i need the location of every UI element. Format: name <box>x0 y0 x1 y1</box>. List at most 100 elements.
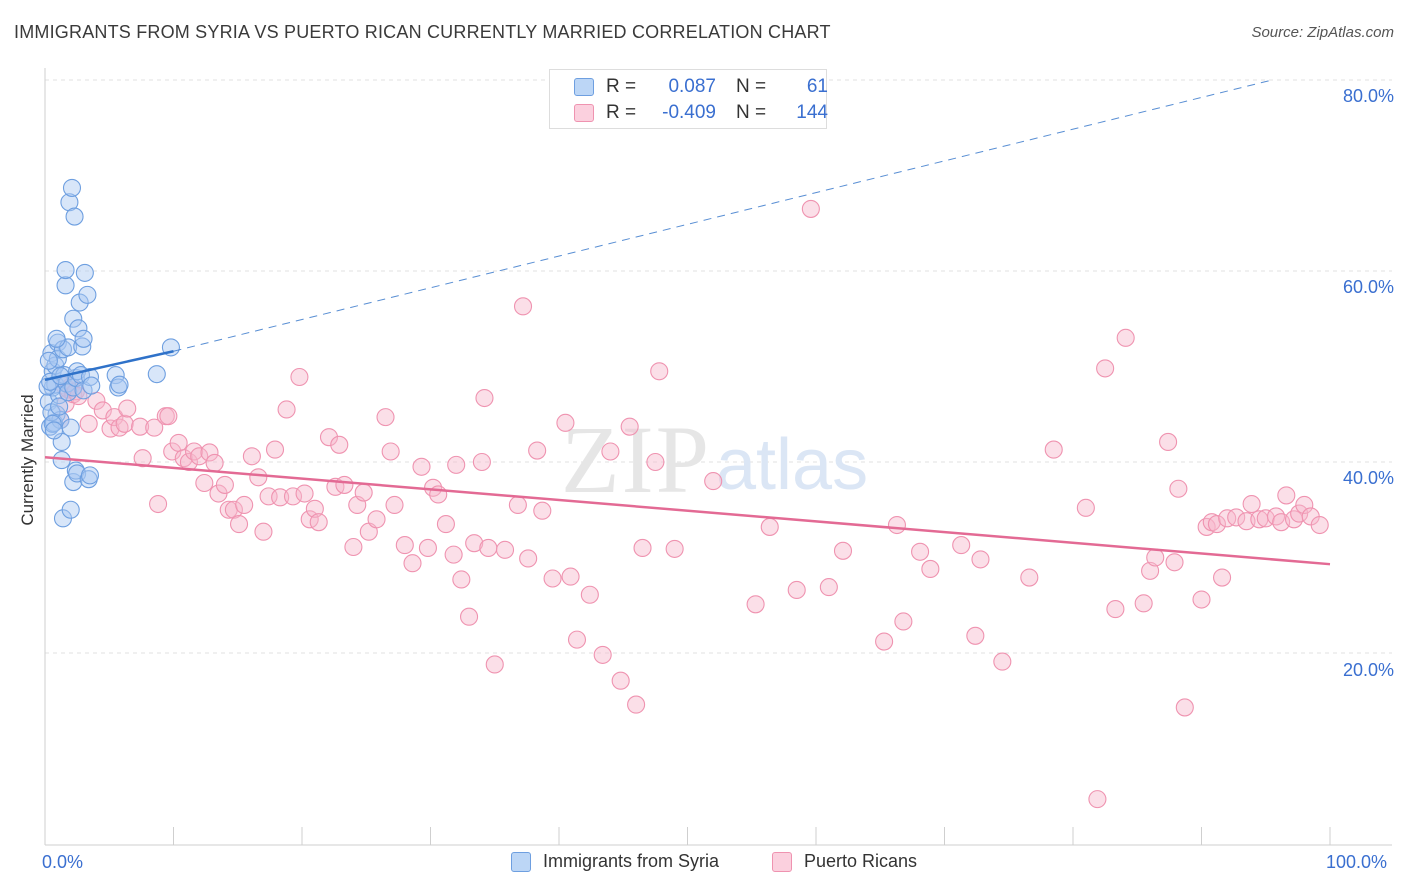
data-point-puerto-ricans <box>1242 494 1261 514</box>
data-point-puerto-ricans <box>319 428 339 447</box>
grid-layer <box>45 79 1392 654</box>
watermark: ZIP atlas <box>561 406 868 513</box>
data-point-puerto-ricans <box>271 488 290 507</box>
data-point-puerto-ricans <box>354 483 373 502</box>
data-point-syria <box>39 351 58 370</box>
data-point-puerto-ricans <box>875 632 894 651</box>
data-point-puerto-ricans <box>376 408 395 427</box>
data-point-puerto-ricans <box>1096 359 1115 378</box>
data-point-puerto-ricans <box>519 549 538 568</box>
data-point-puerto-ricans <box>993 652 1012 671</box>
trend-line-puerto-ricans <box>44 455 1331 566</box>
data-point-puerto-ricans <box>472 452 491 472</box>
data-point-puerto-ricans <box>833 541 853 560</box>
data-point-puerto-ricans <box>105 408 124 427</box>
data-point-puerto-ricans <box>1277 486 1296 505</box>
data-point-puerto-ricans <box>479 538 498 558</box>
data-point-puerto-ricans <box>133 449 152 468</box>
data-point-puerto-ricans <box>543 569 562 588</box>
data-point-puerto-ricans <box>242 447 261 466</box>
data-point-puerto-ricans <box>1207 515 1226 534</box>
legend-r-value-syria: 0.087 <box>668 76 716 97</box>
data-point-puerto-ricans <box>665 539 684 558</box>
data-point-puerto-ricans <box>185 442 204 461</box>
data-point-syria <box>50 397 69 416</box>
data-point-puerto-ricans <box>79 414 98 433</box>
legend-row-syria: R = 0.087 N = 61 <box>574 75 828 99</box>
data-point-puerto-ricans <box>971 550 990 569</box>
data-point-puerto-ricans <box>215 475 234 494</box>
data-point-puerto-ricans <box>344 537 363 557</box>
data-point-puerto-ricans <box>556 413 575 432</box>
data-point-puerto-ricans <box>966 626 985 645</box>
legend-n-value-pr: 144 <box>796 102 828 123</box>
data-point-puerto-ricans <box>1141 561 1160 580</box>
bottom-legend-label-pr: Puerto Ricans <box>804 851 918 871</box>
data-point-puerto-ricans <box>1106 600 1125 619</box>
data-point-puerto-ricans <box>1020 568 1039 587</box>
data-point-syria <box>60 193 79 212</box>
data-point-syria <box>59 383 78 402</box>
legend-n-label: N = <box>736 76 767 97</box>
data-point-puerto-ricans <box>159 407 178 426</box>
legend-r-label: R = <box>606 76 637 97</box>
data-point-syria <box>56 260 75 280</box>
y-tick-label-40: 40.0% <box>1342 468 1394 488</box>
data-point-puerto-ricans <box>650 362 669 381</box>
data-point-puerto-ricans <box>495 540 515 559</box>
data-point-syria <box>70 293 89 312</box>
data-point-puerto-ricans <box>149 494 168 514</box>
data-point-syria <box>64 309 83 328</box>
data-point-puerto-ricans <box>1290 504 1309 523</box>
data-point-puerto-ricans <box>601 442 620 461</box>
y-tick-label-20: 20.0% <box>1342 660 1394 680</box>
legend-r-label: R = <box>606 102 637 123</box>
legend-swatch-pr <box>574 104 594 122</box>
data-point-puerto-ricans <box>412 457 431 476</box>
y-tick-label-60: 60.0% <box>1342 277 1394 297</box>
legend-n-label: N = <box>736 102 767 123</box>
data-point-puerto-ricans <box>93 401 112 420</box>
legend-row-pr: R = -0.409 N = 144 <box>574 101 828 125</box>
data-point-puerto-ricans <box>335 475 354 494</box>
bottom-legend-swatch-pr <box>772 851 792 872</box>
data-point-puerto-ricans <box>485 655 504 674</box>
data-point-puerto-ricans <box>403 554 422 573</box>
data-point-puerto-ricans <box>1088 790 1107 809</box>
data-point-puerto-ricans <box>1159 432 1178 451</box>
series-immigrants-from-syria <box>38 178 180 528</box>
data-point-syria <box>44 421 64 440</box>
legend-r-value-pr: -0.409 <box>662 102 716 123</box>
data-point-puerto-ricans <box>229 515 249 534</box>
data-point-syria <box>48 349 67 368</box>
data-point-puerto-ricans <box>205 453 224 473</box>
data-point-puerto-ricans <box>508 495 527 515</box>
data-point-puerto-ricans <box>465 534 484 553</box>
watermark-atlas: atlas <box>716 425 868 505</box>
data-point-puerto-ricans <box>381 442 400 461</box>
data-point-puerto-ricans <box>452 570 471 589</box>
data-point-puerto-ricans <box>249 468 268 487</box>
chart-title: IMMIGRANTS FROM SYRIA VS PUERTO RICAN CU… <box>14 22 831 42</box>
data-point-puerto-ricans <box>620 417 639 436</box>
data-point-syria <box>64 473 83 492</box>
data-point-puerto-ricans <box>593 645 612 664</box>
data-point-puerto-ricans <box>1192 590 1211 609</box>
data-point-syria <box>82 376 101 395</box>
data-point-syria <box>80 466 100 485</box>
data-point-puerto-ricans <box>627 695 646 714</box>
x-tick-label-max: 100.0% <box>1326 852 1388 872</box>
data-point-puerto-ricans <box>290 367 309 387</box>
legend-swatch-syria <box>574 78 594 96</box>
data-point-puerto-ricans <box>887 515 907 535</box>
data-point-syria <box>110 375 129 394</box>
data-point-syria <box>56 276 75 295</box>
y-tick-label-80: 80.0% <box>1342 86 1394 106</box>
stats-legend: R = 0.087 N = 61 R = -0.409 N = 144 <box>549 69 828 129</box>
data-point-puerto-ricans <box>131 417 150 436</box>
data-point-puerto-ricans <box>921 559 940 579</box>
data-point-puerto-ricans <box>746 595 765 614</box>
data-point-syria <box>43 414 62 433</box>
data-point-puerto-ricans <box>309 513 328 532</box>
data-point-puerto-ricans <box>1134 594 1153 613</box>
